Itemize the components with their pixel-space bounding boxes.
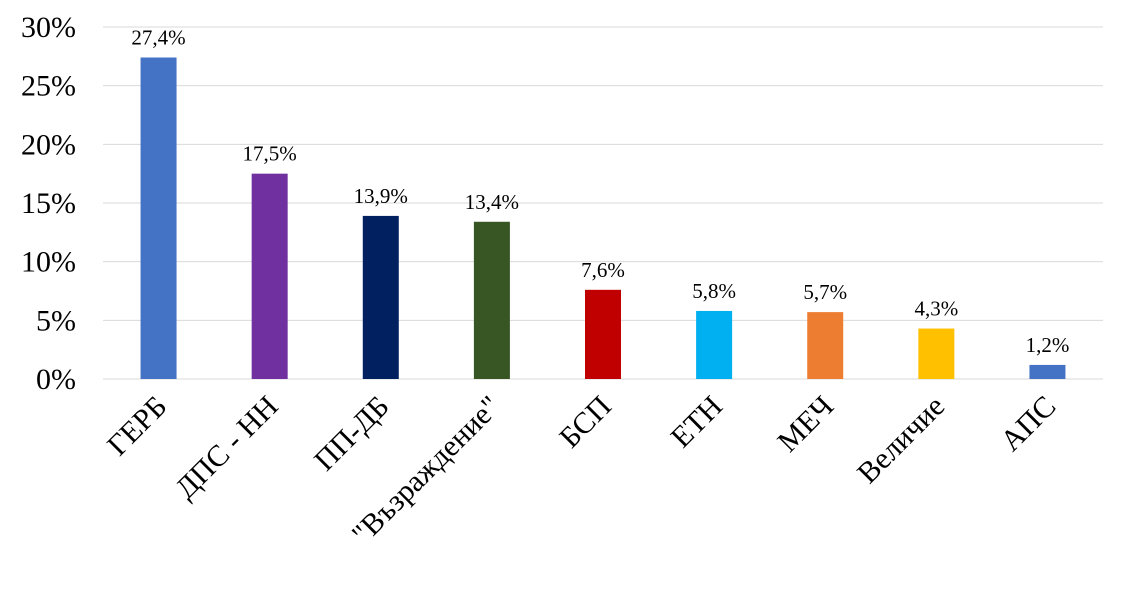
data-label: 17,5% bbox=[243, 142, 297, 166]
y-tick-label: 0% bbox=[36, 363, 76, 396]
bar-0 bbox=[140, 57, 177, 380]
x-tick-label: АПС bbox=[994, 390, 1062, 458]
x-tick-label: ДПС - НН bbox=[169, 390, 285, 506]
y-tick-label: 25% bbox=[21, 70, 76, 103]
bar-5 bbox=[696, 310, 733, 379]
data-label: 7,6% bbox=[581, 258, 625, 282]
y-tick-label: 20% bbox=[21, 128, 76, 161]
x-tick-label: ПП-ДБ bbox=[308, 390, 396, 478]
bar-4 bbox=[585, 289, 621, 379]
bar-8 bbox=[1029, 364, 1066, 379]
y-tick-label: 5% bbox=[36, 304, 76, 337]
bar-7 bbox=[918, 328, 955, 379]
bar-6 bbox=[807, 312, 844, 379]
x-tick-label: БСП bbox=[553, 390, 618, 455]
y-tick-label: 30% bbox=[21, 11, 76, 44]
x-tick-label: МЕЧ bbox=[771, 390, 840, 459]
y-tick-label: 10% bbox=[21, 246, 76, 279]
bar-3 bbox=[473, 221, 510, 379]
data-label: 13,9% bbox=[354, 184, 408, 208]
data-label: 13,4% bbox=[465, 190, 519, 214]
x-tick-label: ГЕРБ bbox=[101, 390, 174, 463]
bar-2 bbox=[362, 215, 399, 379]
data-label: 1,2% bbox=[1026, 333, 1070, 357]
x-tick-label: ЕТН bbox=[664, 390, 729, 455]
y-tick-label: 15% bbox=[21, 187, 76, 220]
y-axis: 0% 5% 10% 15% 20% 25% 30% bbox=[21, 11, 76, 396]
data-label: 27,4% bbox=[131, 26, 185, 50]
data-label: 4,3% bbox=[914, 297, 958, 321]
bars bbox=[140, 57, 1066, 380]
bar-1 bbox=[251, 173, 288, 379]
data-labels: 27,4% 17,5% 13,9% 13,4% 7,6% 5,8% 5,7% 4,3% 1,2% bbox=[131, 26, 1069, 357]
x-tick-label: Величие bbox=[851, 390, 951, 490]
data-label: 5,7% bbox=[803, 280, 847, 304]
data-label: 5,8% bbox=[692, 279, 736, 303]
